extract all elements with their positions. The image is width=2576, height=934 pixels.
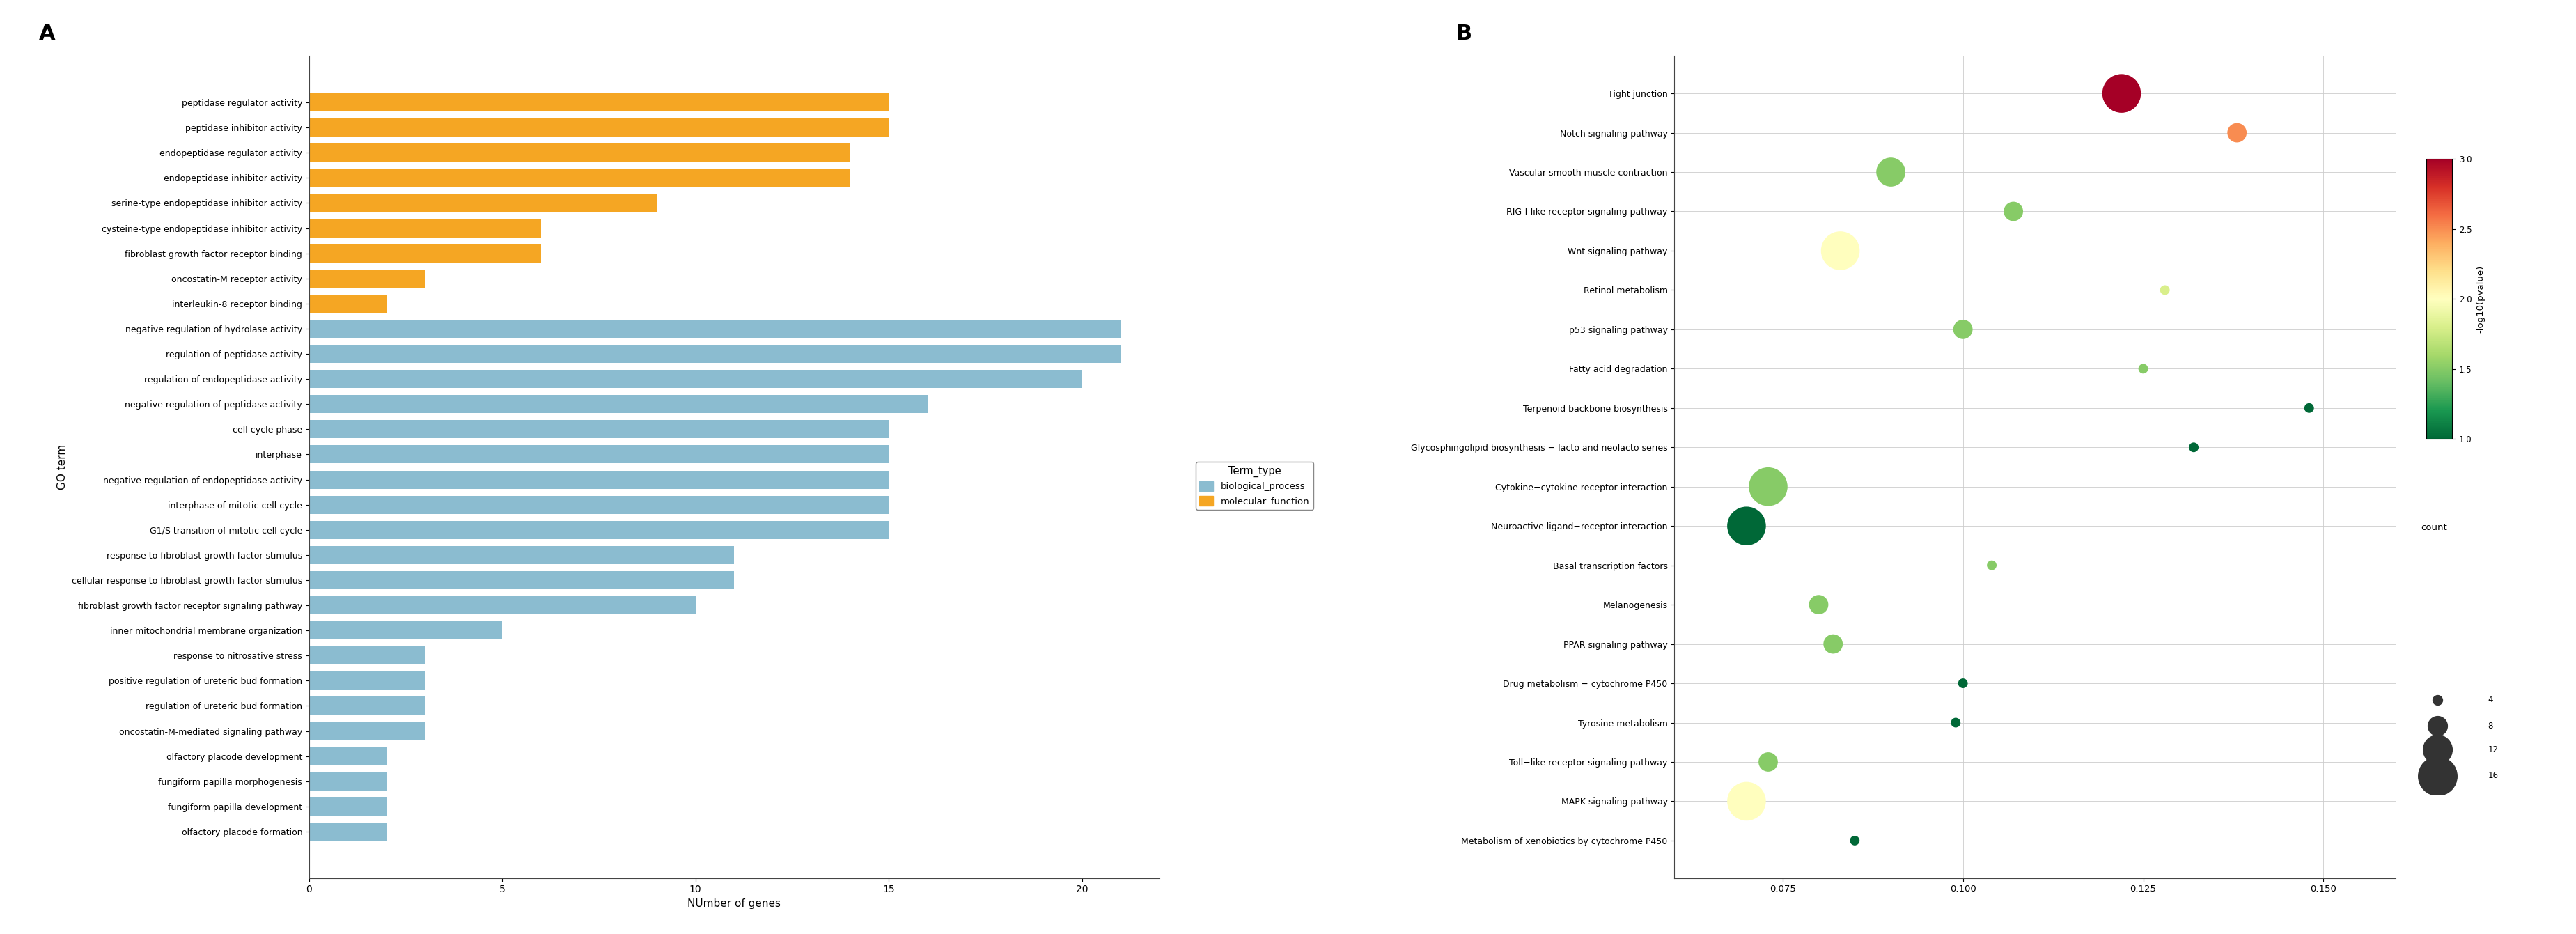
Bar — [309, 521, 889, 539]
Bar — [309, 697, 425, 715]
Text: 4: 4 — [2488, 695, 2494, 704]
Point — [2416, 768, 2458, 783]
Point — [1942, 322, 1984, 337]
Bar — [309, 395, 927, 413]
Point — [1942, 676, 1984, 691]
Y-axis label: -log10(pvalue): -log10(pvalue) — [2476, 265, 2486, 333]
Point — [1747, 479, 1788, 494]
Bar — [309, 119, 889, 136]
Bar — [309, 219, 541, 237]
Point — [2416, 742, 2458, 757]
Point — [1726, 518, 1767, 533]
Y-axis label: GO term: GO term — [57, 445, 67, 489]
Bar — [309, 798, 386, 815]
Text: 16: 16 — [2488, 771, 2499, 780]
Bar — [309, 496, 889, 514]
Point — [2287, 401, 2329, 416]
Text: 12: 12 — [2488, 745, 2499, 754]
Point — [2416, 692, 2458, 707]
Bar — [309, 345, 1121, 363]
Bar — [309, 370, 1082, 388]
Bar — [309, 169, 850, 187]
Point — [1935, 715, 1976, 730]
Bar — [309, 747, 386, 765]
Point — [1819, 243, 1860, 258]
Point — [1870, 164, 1911, 179]
Bar — [309, 621, 502, 640]
Bar — [309, 446, 889, 463]
Text: A: A — [39, 23, 54, 44]
Bar — [309, 269, 425, 288]
Bar — [309, 596, 696, 615]
Bar — [309, 93, 889, 111]
Bar — [309, 319, 1121, 338]
Point — [1971, 558, 2012, 573]
Point — [2174, 440, 2215, 455]
Bar — [309, 646, 425, 665]
Bar — [309, 823, 386, 841]
Point — [1994, 204, 2035, 219]
Legend: biological_process, molecular_function: biological_process, molecular_function — [1195, 462, 1314, 509]
Bar — [309, 194, 657, 212]
Bar — [309, 546, 734, 564]
X-axis label: NUmber of genes: NUmber of genes — [688, 899, 781, 909]
Bar — [309, 571, 734, 589]
Point — [1814, 636, 1855, 651]
Bar — [309, 245, 541, 262]
Bar — [309, 722, 425, 740]
Bar — [309, 144, 850, 162]
Point — [2416, 718, 2458, 733]
Point — [1834, 833, 1875, 848]
Bar — [309, 294, 386, 313]
Text: B: B — [1455, 23, 1471, 44]
Text: count: count — [2421, 523, 2447, 532]
Point — [2215, 125, 2257, 140]
Bar — [309, 420, 889, 438]
Point — [1747, 755, 1788, 770]
Bar — [309, 672, 425, 689]
Point — [1726, 794, 1767, 809]
Point — [1798, 597, 1839, 612]
Point — [2123, 361, 2164, 376]
Point — [2102, 86, 2143, 101]
Bar — [309, 772, 386, 790]
Bar — [309, 471, 889, 488]
Point — [2143, 283, 2184, 298]
Legend: biological_process, molecular_function: biological_process, molecular_function — [1177, 436, 1291, 479]
Text: 8: 8 — [2488, 721, 2494, 730]
